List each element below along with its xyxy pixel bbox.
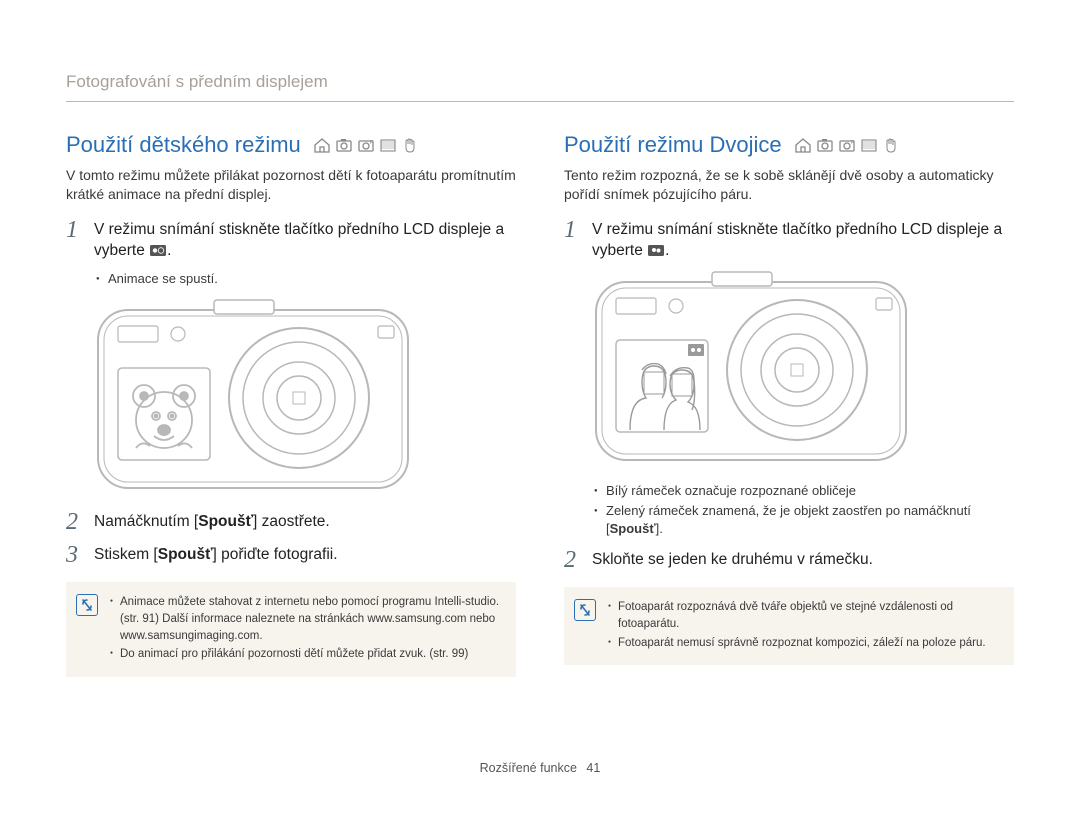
right-step-1: 1 V režimu snímání stiskněte tlačítko př…: [564, 218, 1014, 262]
left-step-2: 2 Namáčknutím [Spoušť] zaostřete.: [66, 510, 516, 535]
right-step-2: 2 Skloňte se jeden ke druhému v rámečku.: [564, 548, 1014, 573]
mode-camera-p-icon: P: [357, 137, 375, 153]
step-number: 1: [564, 218, 582, 262]
step-text: Skloňte se jeden ke druhému v rámečku.: [592, 548, 873, 573]
left-intro: V tomto režimu můžete přilákat pozornost…: [66, 166, 516, 204]
note-item: Fotoaparát nemusí správně rozpoznat komp…: [608, 635, 1002, 652]
mode-camera-icon: [335, 137, 353, 153]
step-text: V režimu snímání stiskněte tlačítko před…: [94, 218, 516, 262]
note-item: Do animací pro přilákání pozornosti dětí…: [110, 646, 504, 663]
mode-scene-icon: [860, 137, 878, 153]
step-number: 2: [66, 510, 84, 535]
right-intro: Tento režim rozpozná, že se k sobě sklán…: [564, 166, 1014, 204]
sub-bullet: Zelený rámeček znamená, že je objekt zao…: [594, 502, 1014, 538]
right-column: Použití režimu Dvojice P Tento režim roz…: [564, 132, 1014, 677]
mode-scene-icon: [379, 137, 397, 153]
note-item: Fotoaparát rozpoznává dvě tváře objektů …: [608, 599, 1002, 632]
right-title: Použití režimu Dvojice: [564, 132, 782, 158]
mode-icons-left: P: [313, 137, 419, 153]
step-number: 2: [564, 548, 582, 573]
right-note: Fotoaparát rozpoznává dvě tváře objektů …: [564, 587, 1014, 665]
mode-hand-icon: [401, 137, 419, 153]
step1-text-b: .: [665, 242, 669, 259]
left-title: Použití dětského režimu: [66, 132, 301, 158]
breadcrumb: Fotografování s předním displejem: [66, 72, 1014, 102]
step1-text-b: .: [167, 242, 171, 259]
left-step-3: 3 Stiskem [Spoušť] pořiďte fotografii.: [66, 543, 516, 568]
mode-hand-icon: [882, 137, 900, 153]
page-number: 41: [586, 761, 600, 775]
mode-house-icon: [794, 137, 812, 153]
left-step1-sub: Animace se spustí.: [66, 270, 516, 288]
note-item: Animace můžete stahovat z internetu nebo…: [110, 594, 504, 644]
step-text: V režimu snímání stiskněte tlačítko před…: [592, 218, 1014, 262]
mode-camera-icon: [816, 137, 834, 153]
page-footer: Rozšířené funkce 41: [0, 761, 1080, 775]
sub-bullet: Animace se spustí.: [96, 270, 516, 288]
step-text: Stiskem [Spoušť] pořiďte fotografii.: [94, 543, 338, 568]
left-step-1: 1 V režimu snímání stiskněte tlačítko př…: [66, 218, 516, 262]
step-text: Namáčknutím [Spoušť] zaostřete.: [94, 510, 330, 535]
step-number: 3: [66, 543, 84, 568]
footer-label: Rozšířené funkce: [480, 761, 577, 775]
couple-mode-icon: [647, 243, 665, 257]
mode-camera-p-icon: P: [838, 137, 856, 153]
left-column: Použití dětského režimu P V tomto režimu…: [66, 132, 516, 677]
note-icon: [76, 594, 98, 616]
content-columns: Použití dětského režimu P V tomto režimu…: [66, 132, 1014, 677]
step-number: 1: [66, 218, 84, 262]
child-mode-icon: [149, 243, 167, 257]
camera-couple-illustration: [592, 270, 910, 464]
mode-house-icon: [313, 137, 331, 153]
mode-icons-right: P: [794, 137, 900, 153]
sub-bullet: Bílý rámeček označuje rozpoznané obličej…: [594, 482, 1014, 500]
right-sub-bullets: Bílý rámeček označuje rozpoznané obličej…: [564, 482, 1014, 539]
camera-child-illustration: [94, 298, 412, 492]
note-icon: [574, 599, 596, 621]
left-note: Animace můžete stahovat z internetu nebo…: [66, 582, 516, 677]
